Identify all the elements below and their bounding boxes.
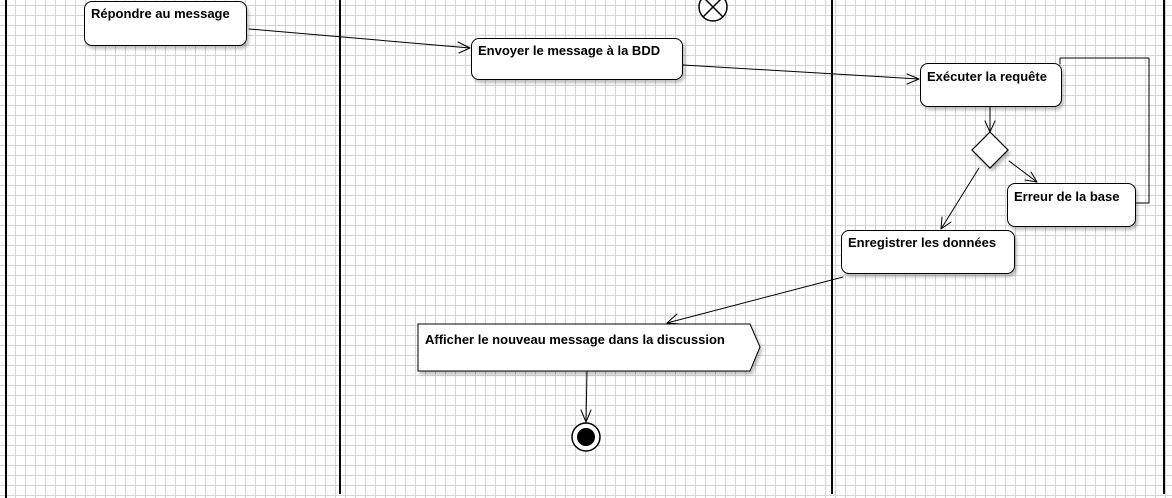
flow-final-node[interactable]	[698, 0, 728, 22]
action-envoyer-label: Envoyer le message à la BDD	[478, 43, 661, 58]
action-erreur-de-la-base[interactable]: Erreur de la base	[1007, 183, 1136, 227]
flow-repondre-to-envoyer[interactable]	[248, 28, 471, 54]
action-repondre-au-message[interactable]: Répondre au message	[84, 1, 247, 46]
flow-decision-to-erreur[interactable]	[1008, 160, 1038, 183]
action-erreur-label: Erreur de la base	[1014, 189, 1120, 204]
activity-final-node[interactable]	[571, 422, 601, 452]
flow-erreur-loop-to-executer[interactable]	[1059, 57, 1150, 204]
action-repondre-label: Répondre au message	[91, 6, 230, 21]
action-envoyer-message-bdd[interactable]: Envoyer le message à la BDD	[471, 38, 683, 80]
action-executer-label: Exécuter la requête	[927, 69, 1047, 84]
flow-envoyer-to-executer[interactable]	[682, 64, 920, 85]
flow-afficher-to-final[interactable]	[580, 370, 592, 423]
decision-node[interactable]	[971, 131, 1009, 169]
action-executer-requete[interactable]: Exécuter la requête	[920, 63, 1062, 107]
signal-send-shape[interactable]	[417, 323, 761, 372]
flow-executer-to-decision[interactable]	[984, 106, 996, 133]
action-enregistrer-label: Enregistrer les données	[848, 235, 997, 250]
flow-decision-to-enregistrer[interactable]	[940, 167, 980, 230]
flow-enregistrer-to-afficher[interactable]	[666, 276, 844, 325]
signal-afficher-label: Afficher le nouveau message dans la disc…	[425, 332, 725, 347]
action-enregistrer-donnees[interactable]: Enregistrer les données	[841, 230, 1015, 274]
